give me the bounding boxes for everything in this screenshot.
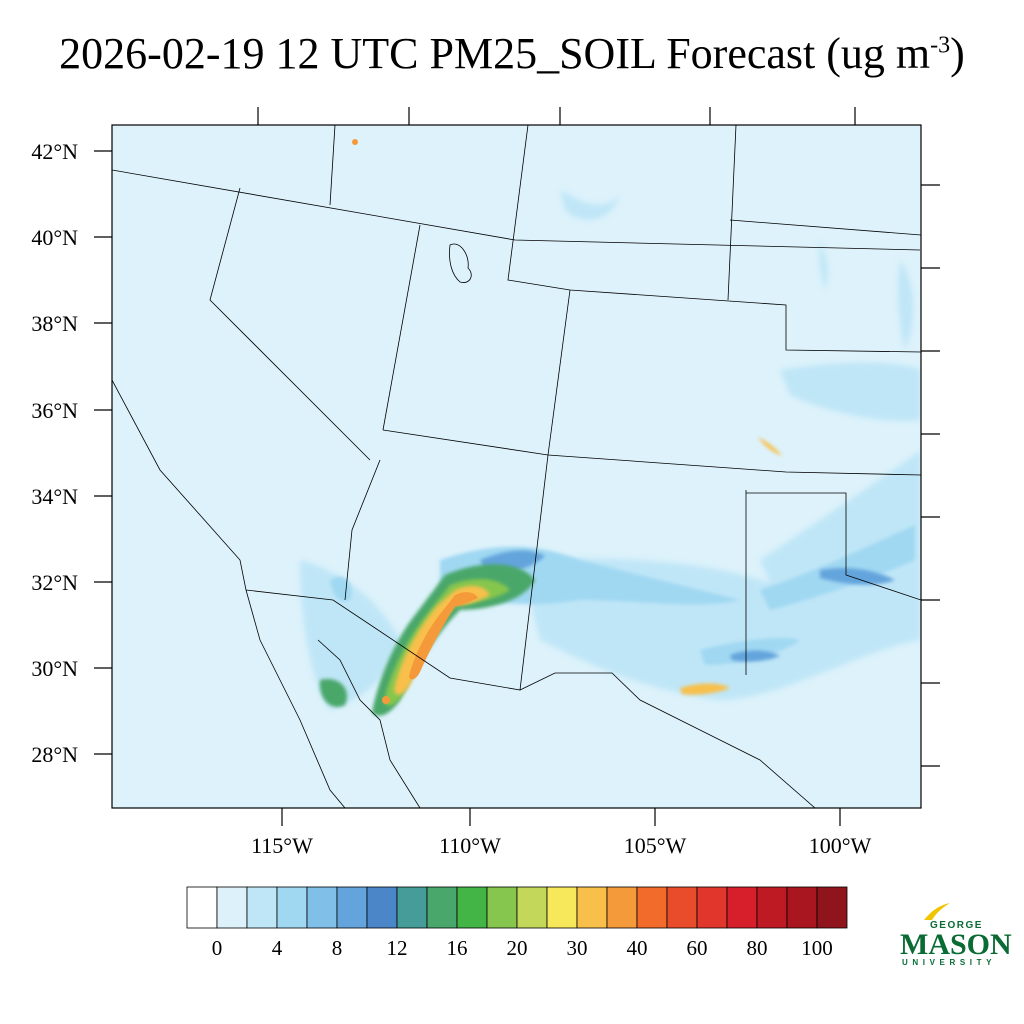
colorbar-label: 16 <box>447 936 468 960</box>
colorbar-label: 100 <box>801 936 833 960</box>
title-close: ) <box>950 29 965 78</box>
colorbar-swatch <box>756 886 788 929</box>
lon-label: 100°W <box>809 833 872 858</box>
lat-label: 32°N <box>31 570 78 595</box>
axis-ticks <box>94 107 940 826</box>
colorbar-label: 30 <box>567 936 588 960</box>
colorbar-swatch <box>576 886 608 929</box>
lat-label: 40°N <box>31 225 78 250</box>
longitude-labels: 115°W 110°W 105°W 100°W <box>251 833 871 858</box>
colorbar-label: 20 <box>507 936 528 960</box>
map-title: 2026-02-19 12 UTC PM25_SOIL Forecast (ug… <box>0 28 1024 79</box>
colorbar-label: 4 <box>272 936 283 960</box>
map-background <box>112 125 921 808</box>
colorbar-swatch <box>726 886 758 929</box>
colorbar-swatch <box>546 886 578 929</box>
lon-label: 105°W <box>624 833 687 858</box>
colorbar-label: 12 <box>387 936 408 960</box>
colorbar-swatch <box>246 886 278 929</box>
colorbar-swatch <box>486 886 518 929</box>
colorbar-swatch <box>696 886 728 929</box>
colorbar-swatch <box>216 886 248 929</box>
title-text: 2026-02-19 12 UTC PM25_SOIL Forecast (ug… <box>59 29 931 78</box>
colorbar-swatch <box>396 886 428 929</box>
colorbar-label: 0 <box>212 936 223 960</box>
latitude-labels: 42°N 40°N 38°N 36°N 34°N 32°N 30°N 28°N <box>31 139 78 767</box>
colorbar-label: 40 <box>627 936 648 960</box>
colorbar-swatch <box>426 886 458 929</box>
plot-frame <box>111 124 922 809</box>
boundaries <box>112 125 921 808</box>
colorbar-swatch <box>636 886 668 929</box>
colorbar-swatch <box>816 886 848 929</box>
lat-label: 42°N <box>31 139 78 164</box>
lat-label: 28°N <box>31 742 78 767</box>
lon-label: 115°W <box>251 833 313 858</box>
colorbar-swatch <box>276 886 308 929</box>
great-salt-lake <box>449 243 472 283</box>
colorbar-labels: 0 4 8 12 16 20 30 40 60 80 100 <box>212 936 833 960</box>
logo-sub-text: UNIVERSITY <box>902 958 997 967</box>
logo-swoosh-icon <box>924 903 950 920</box>
colorbar-swatch <box>786 886 818 929</box>
logo-top-text: GEORGE <box>930 920 983 931</box>
colorbar-swatch <box>666 886 698 929</box>
colorbar-swatch <box>366 886 398 929</box>
title-exponent: -3 <box>930 32 951 59</box>
lat-label: 34°N <box>31 484 78 509</box>
colorbar-swatch <box>516 886 548 929</box>
colorbar-swatch <box>306 886 338 929</box>
logo-main-text: MASON <box>900 928 1012 961</box>
colorbar-swatch <box>336 886 368 929</box>
colorbar-label: 8 <box>332 936 343 960</box>
university-logo: GEORGE MASON UNIVERSITY <box>898 902 1012 968</box>
lat-label: 36°N <box>31 398 78 423</box>
lat-label: 30°N <box>31 656 78 681</box>
colorbar-swatch <box>186 886 218 929</box>
colorbar-swatch <box>606 886 638 929</box>
lon-label: 110°W <box>439 833 501 858</box>
lat-label: 38°N <box>31 311 78 336</box>
colorbar-swatch <box>456 886 488 929</box>
concentration-field <box>300 139 921 716</box>
colorbar-label: 60 <box>687 936 708 960</box>
colorbar <box>186 886 848 929</box>
colorbar-label: 80 <box>747 936 768 960</box>
